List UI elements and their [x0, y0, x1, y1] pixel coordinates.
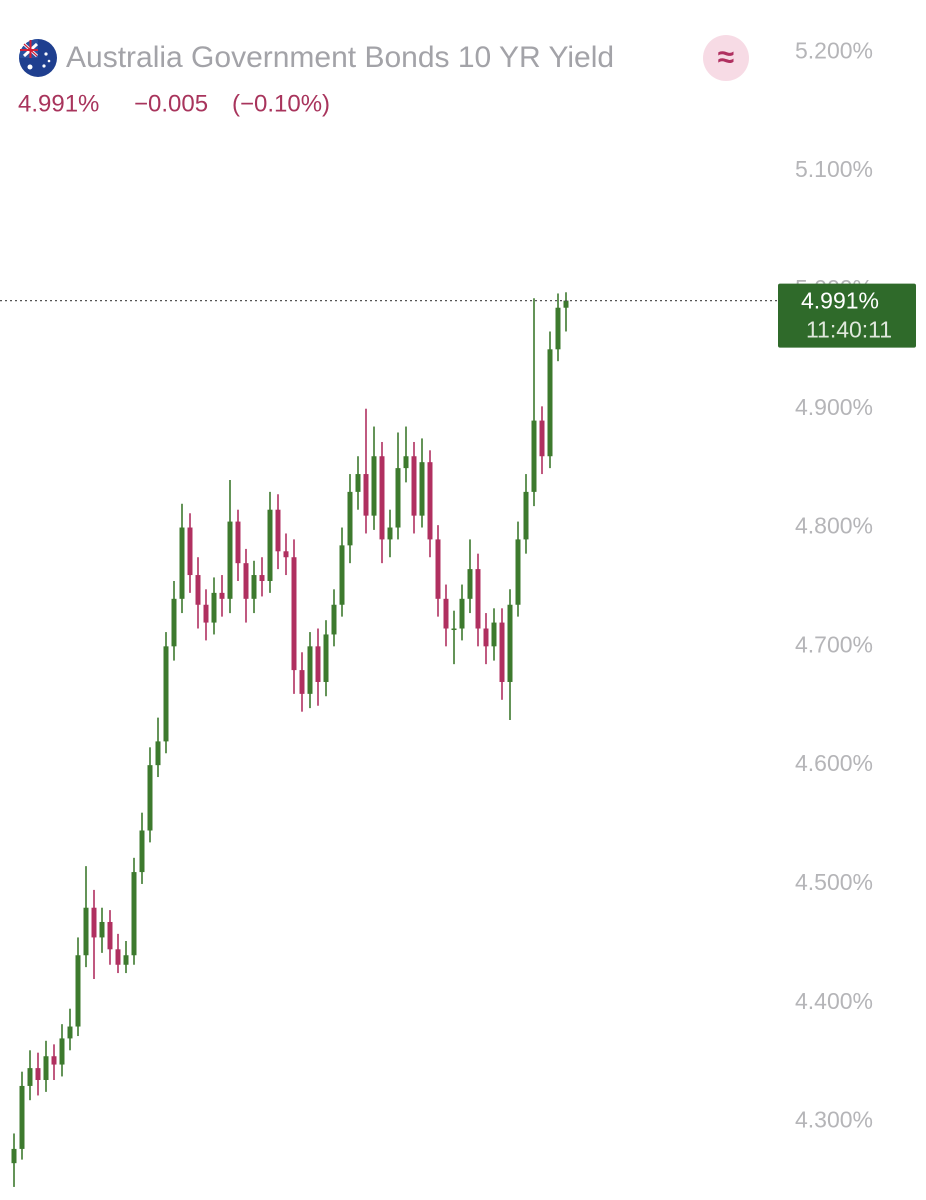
candle-body	[227, 521, 233, 599]
candle-body	[403, 456, 409, 469]
candle-body	[163, 646, 169, 742]
candle-body	[251, 575, 257, 599]
candle-body	[323, 634, 329, 682]
candle-body	[339, 545, 345, 605]
candle-body	[203, 604, 209, 623]
y-tick-label: 4.400%	[795, 988, 873, 1014]
y-tick-label: 4.700%	[795, 631, 873, 657]
candle-body	[355, 474, 361, 492]
status-badge	[703, 35, 749, 81]
candle-body	[307, 646, 313, 694]
candle-body	[555, 307, 561, 350]
candle-body	[75, 955, 81, 1027]
candle-body	[547, 349, 553, 457]
candle-body	[563, 300, 569, 308]
candle-body	[475, 569, 481, 629]
candle-body	[139, 830, 145, 873]
y-tick-label: 5.100%	[795, 156, 873, 182]
candle-body	[115, 949, 121, 965]
candle-body	[123, 955, 129, 965]
candle-body	[179, 527, 185, 599]
candle-body	[283, 551, 289, 558]
y-tick-label: 4.900%	[795, 394, 873, 420]
candle-body	[347, 491, 353, 546]
candle-body	[291, 557, 297, 671]
candle-body	[451, 628, 457, 631]
candle-body	[99, 921, 105, 938]
price-badge-time: 11:40:11	[806, 317, 892, 343]
candle-body	[507, 604, 513, 682]
candle-body	[275, 509, 281, 552]
candle-body	[51, 1056, 57, 1065]
price-change: −0.005	[134, 90, 208, 117]
candle-body	[299, 670, 305, 694]
candle-body	[107, 921, 113, 950]
candle-body	[331, 604, 337, 635]
candle-body	[83, 907, 89, 956]
chart-title: Australia Government Bonds 10 YR Yield	[66, 41, 614, 74]
candle-body	[11, 1148, 17, 1164]
candle-body	[411, 456, 417, 516]
flag-icon	[19, 39, 57, 77]
y-tick-label: 4.800%	[795, 513, 873, 539]
candle-body	[395, 468, 401, 528]
candle-body	[419, 462, 425, 516]
candle-body	[155, 741, 161, 766]
candle-body	[27, 1068, 33, 1086]
candle-body	[259, 575, 265, 581]
candle-body	[243, 563, 249, 599]
candle-body	[211, 592, 217, 623]
status-icon: ≈	[718, 41, 734, 74]
plot-area	[11, 292, 569, 1187]
candle-body	[67, 1026, 73, 1039]
candle-body	[427, 462, 433, 540]
candle-body	[147, 765, 153, 831]
candle-body	[371, 456, 377, 516]
candle-body	[235, 521, 241, 564]
candle-body	[267, 509, 273, 581]
candle-body	[387, 527, 393, 540]
candle-body	[531, 420, 537, 492]
candle-body	[171, 598, 177, 647]
candle-body	[315, 646, 321, 682]
current-price: 4.991%	[18, 90, 99, 117]
price-badge-value: 4.991%	[801, 288, 879, 314]
candle-body	[91, 907, 97, 938]
candle-body	[515, 539, 521, 605]
candle-body	[19, 1085, 25, 1149]
candle-body	[363, 474, 369, 516]
candle-body	[43, 1056, 49, 1080]
candle-body	[491, 622, 497, 647]
candle-body	[443, 598, 449, 629]
candle-body	[131, 872, 137, 956]
candle-body	[219, 592, 225, 599]
y-tick-label: 4.300%	[795, 1107, 873, 1133]
candle-body	[483, 628, 489, 647]
candle-body	[35, 1068, 41, 1080]
candle-body	[435, 539, 441, 599]
candle-body	[539, 420, 545, 457]
candle-body	[523, 491, 529, 540]
candle-body	[467, 569, 473, 599]
y-tick-label: 4.600%	[795, 750, 873, 776]
price-change-percent: (−0.10%)	[232, 90, 330, 117]
candle-body	[187, 527, 193, 576]
candle-body	[59, 1038, 65, 1065]
y-tick-label: 4.500%	[795, 869, 873, 895]
price-badge	[778, 283, 916, 348]
candle-body	[499, 622, 505, 682]
candle-body	[379, 456, 385, 540]
candle-body	[459, 598, 465, 629]
y-tick-label: 5.200%	[795, 37, 873, 63]
candle-body	[195, 575, 201, 605]
